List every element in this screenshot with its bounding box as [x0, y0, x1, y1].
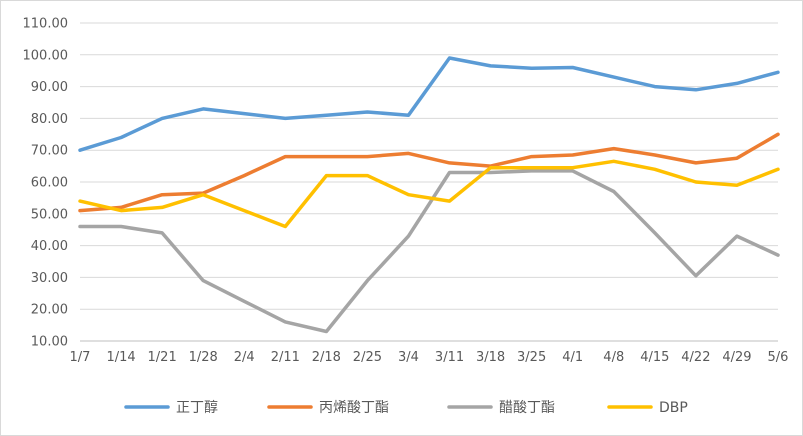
y-tick-label: 80.00 [31, 112, 68, 127]
legend-label: 醋酸丁酯 [499, 400, 555, 416]
series-line [78, 159, 780, 229]
y-tick-label: 100.00 [23, 48, 69, 63]
x-tick-label: 4/15 [640, 350, 669, 365]
x-tick-label: 2/25 [353, 350, 382, 365]
x-tick-label: 4/1 [562, 350, 583, 365]
series-line [78, 169, 780, 334]
y-tick-label: 70.00 [31, 144, 68, 159]
y-tick-label: 30.00 [31, 271, 68, 286]
legend-item: 醋酸丁酯 [447, 400, 555, 416]
x-tick-label: 2/11 [271, 350, 300, 365]
series-lines [78, 56, 780, 334]
y-tick-label: 50.00 [31, 207, 68, 222]
series-line [78, 56, 780, 152]
x-tick-label: 4/8 [603, 350, 624, 365]
legend-item: 丙烯酸丁酯 [267, 400, 389, 416]
x-tick-label: 2/4 [234, 350, 255, 365]
x-tick-label: 3/25 [517, 350, 546, 365]
y-tick-label: 10.00 [31, 335, 68, 350]
x-tick-label: 4/22 [681, 350, 710, 365]
y-tick-label: 90.00 [31, 80, 68, 95]
x-tick-label: 1/28 [189, 350, 218, 365]
x-tick-label: 1/7 [70, 350, 91, 365]
legend-label: 丙烯酸丁酯 [319, 400, 389, 416]
y-tick-label: 110.00 [23, 17, 69, 32]
y-tick-label: 60.00 [31, 176, 68, 191]
legend-label: 正丁醇 [176, 399, 218, 416]
x-tick-label: 3/11 [435, 350, 464, 365]
legend: 正丁醇 丙烯酸丁酯 醋酸丁酯 DBP [124, 399, 688, 416]
x-tick-label: 3/4 [398, 350, 419, 365]
x-tick-label: 1/14 [106, 350, 135, 365]
gridlines [80, 22, 778, 310]
x-tick-label: 2/18 [312, 350, 341, 365]
x-tick-label: 3/18 [476, 350, 505, 365]
x-tick-label: 4/29 [722, 350, 751, 365]
x-tick-label: 1/21 [148, 350, 177, 365]
y-tick-label: 40.00 [31, 239, 68, 254]
legend-item: DBP [607, 400, 688, 416]
series-line [78, 132, 780, 213]
x-tick-label: 5/6 [768, 350, 789, 365]
axes: 10.00 20.00 30.00 40.00 50.00 60.00 70.00 80.00… [23, 17, 789, 366]
legend-label: DBP [659, 400, 688, 416]
y-tick-label: 20.00 [31, 303, 68, 318]
legend-item: 正丁醇 [124, 399, 218, 416]
